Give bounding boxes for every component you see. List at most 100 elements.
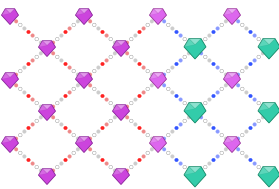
Circle shape — [113, 41, 117, 44]
Polygon shape — [76, 73, 93, 88]
Polygon shape — [150, 73, 167, 88]
Circle shape — [146, 23, 150, 27]
Circle shape — [146, 151, 150, 155]
Circle shape — [68, 66, 71, 69]
Circle shape — [80, 80, 84, 84]
Circle shape — [39, 115, 43, 119]
Circle shape — [236, 137, 240, 140]
Circle shape — [72, 87, 76, 91]
Circle shape — [203, 165, 207, 169]
Circle shape — [27, 158, 30, 162]
Circle shape — [249, 30, 252, 34]
Circle shape — [253, 162, 256, 165]
Polygon shape — [79, 9, 89, 13]
Circle shape — [261, 105, 265, 108]
Circle shape — [158, 76, 162, 80]
Circle shape — [14, 73, 18, 77]
Circle shape — [228, 76, 232, 80]
Polygon shape — [227, 137, 237, 141]
Circle shape — [224, 148, 228, 151]
Circle shape — [43, 48, 47, 52]
Circle shape — [142, 27, 145, 30]
Circle shape — [14, 84, 18, 87]
Polygon shape — [39, 169, 56, 184]
Circle shape — [113, 52, 117, 55]
Polygon shape — [39, 41, 56, 57]
Circle shape — [191, 112, 195, 116]
Circle shape — [64, 62, 67, 66]
Circle shape — [10, 16, 14, 20]
Circle shape — [208, 59, 211, 62]
Circle shape — [43, 108, 47, 112]
Circle shape — [27, 30, 30, 34]
Circle shape — [232, 144, 236, 148]
Circle shape — [18, 23, 22, 27]
Circle shape — [195, 172, 199, 176]
Polygon shape — [189, 39, 201, 45]
Circle shape — [245, 66, 248, 69]
Circle shape — [39, 105, 43, 108]
Circle shape — [56, 37, 59, 41]
Circle shape — [249, 62, 252, 66]
Circle shape — [117, 48, 121, 52]
Circle shape — [56, 165, 59, 169]
Circle shape — [216, 91, 219, 94]
Circle shape — [203, 37, 207, 41]
Polygon shape — [184, 39, 195, 47]
Circle shape — [208, 34, 211, 37]
Circle shape — [240, 87, 244, 91]
Circle shape — [208, 162, 211, 165]
Circle shape — [212, 94, 215, 98]
Circle shape — [64, 126, 67, 130]
Circle shape — [261, 115, 265, 119]
Circle shape — [109, 119, 112, 123]
Circle shape — [60, 59, 63, 62]
Circle shape — [125, 105, 129, 108]
Circle shape — [158, 80, 162, 84]
Circle shape — [158, 144, 162, 148]
Circle shape — [175, 94, 178, 98]
Circle shape — [191, 172, 195, 176]
Circle shape — [150, 73, 154, 77]
Circle shape — [170, 27, 174, 30]
Circle shape — [125, 52, 129, 55]
Circle shape — [253, 59, 256, 62]
Circle shape — [187, 115, 191, 119]
Circle shape — [92, 23, 96, 27]
Circle shape — [35, 119, 39, 123]
Circle shape — [97, 155, 100, 158]
Circle shape — [80, 140, 84, 144]
Circle shape — [187, 41, 191, 44]
Polygon shape — [150, 9, 158, 15]
Circle shape — [117, 112, 121, 116]
Circle shape — [232, 80, 236, 84]
Circle shape — [97, 27, 100, 30]
Circle shape — [14, 137, 18, 140]
Circle shape — [265, 112, 269, 116]
Circle shape — [142, 155, 145, 158]
Circle shape — [129, 119, 133, 123]
Circle shape — [80, 144, 84, 148]
Polygon shape — [116, 105, 126, 109]
Circle shape — [47, 172, 51, 176]
Polygon shape — [112, 41, 129, 57]
Circle shape — [240, 133, 244, 137]
Polygon shape — [116, 169, 126, 174]
Circle shape — [240, 23, 244, 27]
Circle shape — [175, 126, 178, 130]
Circle shape — [35, 37, 39, 41]
Circle shape — [257, 55, 261, 59]
Polygon shape — [1, 9, 10, 15]
Circle shape — [88, 84, 92, 87]
Circle shape — [88, 73, 92, 77]
Circle shape — [23, 66, 26, 69]
Circle shape — [134, 162, 137, 165]
Polygon shape — [5, 73, 15, 77]
Polygon shape — [223, 73, 232, 79]
Circle shape — [101, 126, 104, 130]
Circle shape — [60, 162, 63, 165]
Polygon shape — [150, 137, 167, 153]
Circle shape — [195, 112, 199, 116]
Polygon shape — [5, 9, 15, 13]
Circle shape — [249, 126, 252, 130]
